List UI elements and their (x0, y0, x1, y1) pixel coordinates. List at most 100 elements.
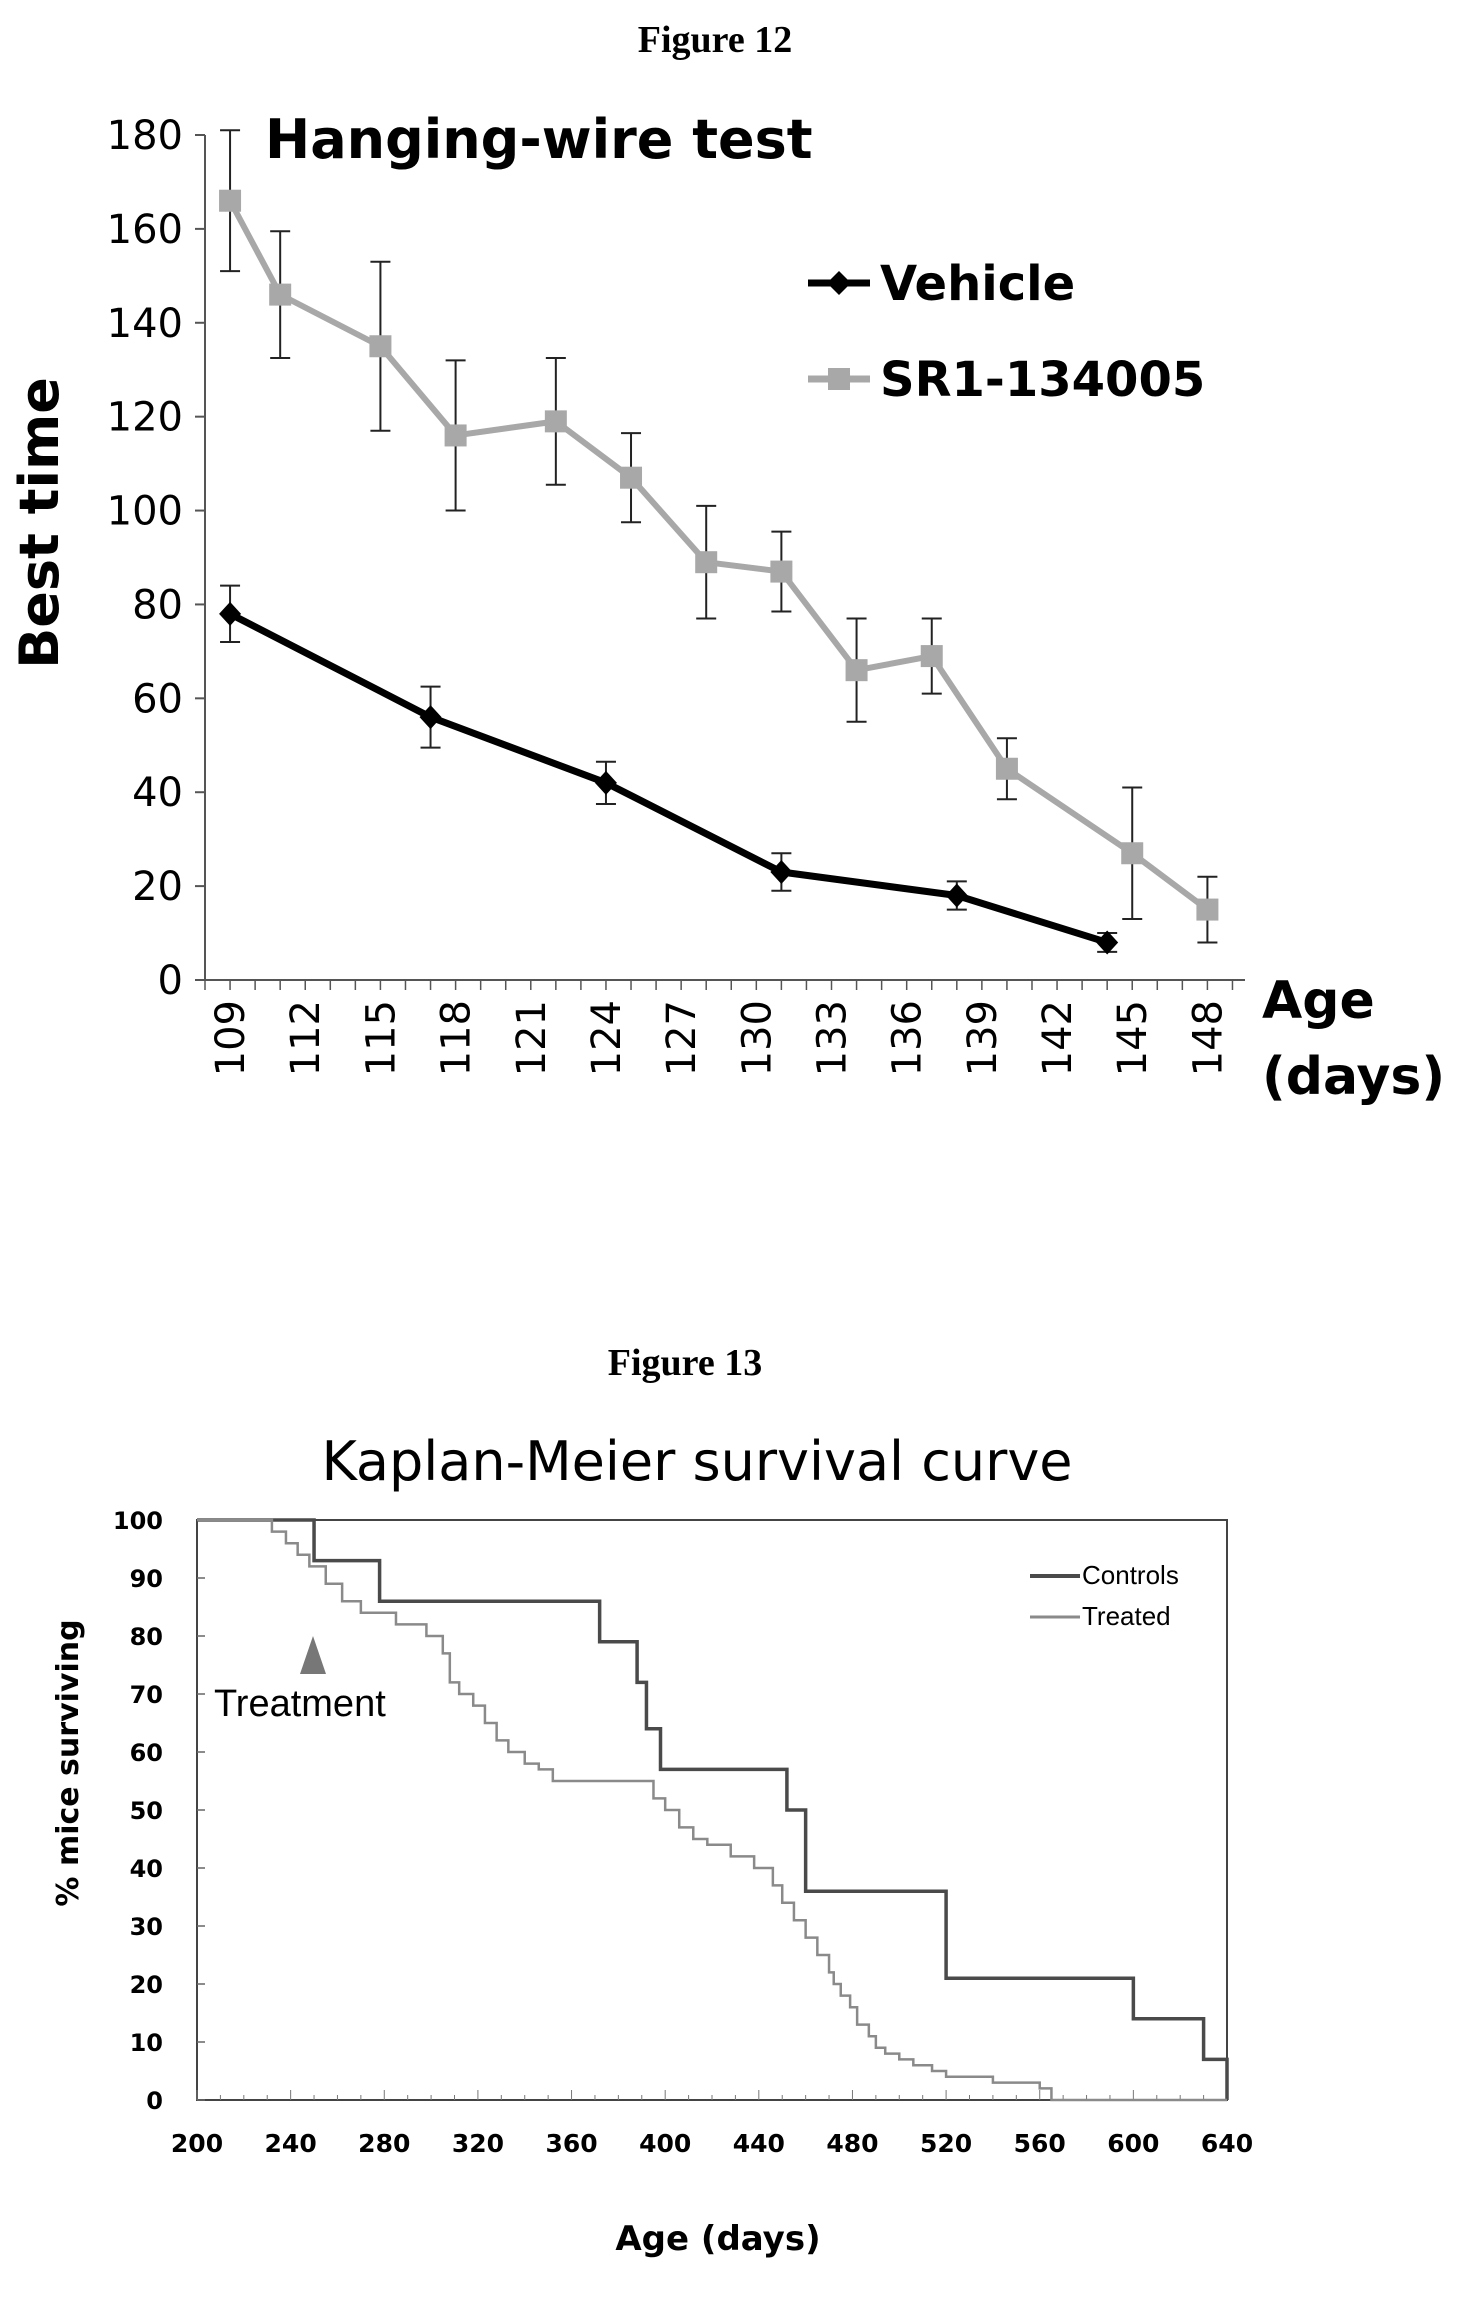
fig12-y-tick-label: 20 (132, 864, 183, 910)
fig12-y-tick-label: 140 (107, 301, 183, 347)
legend-label-sr1-134005: SR1-134005 (880, 352, 1205, 408)
kaplan-meier-chart-title: Kaplan-Meier survival curve (321, 1430, 1072, 1493)
fig13-x-tick-label: 360 (545, 2129, 597, 2158)
fig12-x-tick-label: 112 (283, 1000, 329, 1076)
figure-13-heading: Figure 13 (608, 1342, 762, 1384)
data-point-sr1-134005 (369, 335, 392, 358)
fig13-y-tick-label: 0 (146, 2087, 163, 2115)
data-point-sr1-134005 (770, 560, 793, 583)
age-x-axis-label-line1: Age (1262, 971, 1375, 1031)
figure-13: Figure 13 Kaplan-Meier survival curve % … (51, 1342, 1253, 2259)
legend-entry-sr1-134005: SR1-134005 (808, 352, 1205, 408)
data-point-sr1-134005 (544, 410, 567, 433)
fig12-x-tick-label: 139 (960, 1000, 1006, 1076)
fig13-x-tick-label: 240 (265, 2129, 317, 2158)
data-point-sr1-134005 (920, 645, 943, 668)
square-marker-icon (828, 368, 850, 390)
data-point-sr1-134005 (1196, 898, 1219, 921)
fig13-x-tick-label: 560 (1014, 2129, 1066, 2158)
fig12-x-tick-label: 109 (208, 1000, 254, 1076)
treatment-annotation: Treatment (214, 1683, 386, 1725)
data-point-sr1-134005 (695, 551, 718, 574)
fig13-x-tick-label: 200 (171, 2129, 223, 2158)
fig13-y-tick-label: 70 (130, 1681, 163, 1709)
data-point-vehicle (219, 601, 242, 626)
fig13-x-tick-label: 320 (452, 2129, 504, 2158)
data-point-sr1-134005 (845, 659, 868, 682)
fig12-x-tick-label: 121 (509, 1000, 555, 1076)
fig13-x-tick-label: 640 (1201, 2129, 1253, 2158)
fig12-y-tick-label: 60 (132, 676, 183, 722)
fig12-y-tick-label: 80 (132, 582, 183, 628)
data-point-sr1-134005 (269, 283, 292, 306)
legend-label-controls: Controls (1082, 1560, 1179, 1590)
survival-curve-treated (197, 1518, 1227, 2102)
hanging-wire-chart-title: Hanging-wire test (265, 108, 813, 171)
fig12-y-tick-label: 40 (132, 770, 183, 816)
data-point-sr1-134005 (444, 424, 467, 447)
fig13-plot-frame (196, 1519, 1228, 2101)
fig13-y-tick-label: 30 (130, 1913, 163, 1941)
series-vehicle (219, 584, 1119, 955)
fig13-y-ticks: 0 10 20 30 40 50 60 70 80 90 100 (113, 1507, 205, 2115)
figure-12: Figure 12 Hanging-wire test Best time Ag… (8, 19, 1445, 1107)
fig13-x-tick-label: 400 (639, 2129, 691, 2158)
fig12-y-tick-label: 0 (158, 958, 183, 1004)
fig12-y-tick-label: 120 (107, 395, 183, 441)
fig12-x-tick-label: 118 (434, 1000, 480, 1076)
fig12-y-tick-label: 180 (107, 113, 183, 159)
fig12-x-tick-label: 133 (810, 1000, 856, 1076)
age-x-axis-label-line2: (days) (1262, 1047, 1445, 1107)
treatment-arrow-icon (300, 1636, 326, 1674)
fig12-x-tick-label: 145 (1110, 1000, 1156, 1076)
fig13-x-tick-label: 480 (826, 2129, 878, 2158)
fig12-series (219, 129, 1219, 955)
fig12-x-tick-label: 124 (584, 1000, 630, 1076)
data-point-vehicle (945, 883, 968, 908)
data-point-vehicle (594, 770, 617, 795)
survival-curve-controls (197, 1518, 1229, 2100)
data-point-sr1-134005 (1121, 842, 1144, 865)
fig13-y-tick-label: 60 (130, 1739, 163, 1767)
data-point-sr1-134005 (620, 466, 643, 489)
fig13-x-tick-label: 520 (920, 2129, 972, 2158)
fig12-x-tick-label: 148 (1185, 1000, 1231, 1076)
series-sr1-134005 (219, 129, 1219, 944)
fig12-x-tick-label: 130 (734, 1000, 780, 1076)
fig13-series (197, 1518, 1229, 2102)
line-vehicle (228, 610, 1109, 946)
mice-surviving-y-axis-label: % mice surviving (51, 1619, 86, 1906)
fig12-x-tick-label: 142 (1035, 1000, 1081, 1076)
fig12-legend: Vehicle SR1-134005 (808, 256, 1205, 408)
data-point-sr1-134005 (219, 189, 242, 212)
fig13-x-tick-label: 280 (358, 2129, 410, 2158)
fig12-y-tick-label: 100 (107, 489, 183, 535)
fig12-x-tick-label: 127 (659, 1000, 705, 1076)
fig13-y-tick-label: 10 (130, 2029, 163, 2057)
best-time-y-axis-label: Best time (8, 377, 71, 669)
fig13-y-tick-label: 100 (113, 1507, 163, 1535)
data-point-vehicle (770, 860, 793, 885)
fig12-x-tick-label: 136 (885, 1000, 931, 1076)
fig13-y-tick-label: 90 (130, 1565, 163, 1593)
legend-label-vehicle: Vehicle (880, 256, 1075, 312)
fig13-legend: Controls Treated (1030, 1560, 1179, 1631)
data-point-sr1-134005 (995, 757, 1018, 780)
fig13-y-tick-label: 40 (130, 1855, 163, 1883)
fig13-y-tick-label: 50 (130, 1797, 163, 1825)
fig13-y-tick-label: 80 (130, 1623, 163, 1651)
legend-label-treated: Treated (1082, 1601, 1171, 1631)
figure-12-heading: Figure 12 (638, 19, 792, 61)
fig12-x-tick-label: 115 (358, 1000, 404, 1076)
legend-entry-vehicle: Vehicle (808, 256, 1075, 312)
data-point-vehicle (1096, 930, 1119, 955)
age-days-x-axis-label: Age (days) (615, 2219, 820, 2259)
fig13-x-tick-label: 600 (1107, 2129, 1159, 2158)
fig13-y-tick-label: 20 (130, 1971, 163, 1999)
fig12-x-ticks: 109 112 115 118 121 124 127 130 133 136 139 142 145 1… (204, 980, 1234, 1076)
fig12-y-tick-label: 160 (107, 207, 183, 253)
fig13-x-tick-label: 440 (733, 2129, 785, 2158)
fig13-x-ticks: 200 240 280 320 360 400 440 480 520 560 600 640 (171, 2090, 1253, 2158)
fig12-y-ticks: 0 20 40 60 80 100 120 140 160 180 (107, 113, 205, 1004)
